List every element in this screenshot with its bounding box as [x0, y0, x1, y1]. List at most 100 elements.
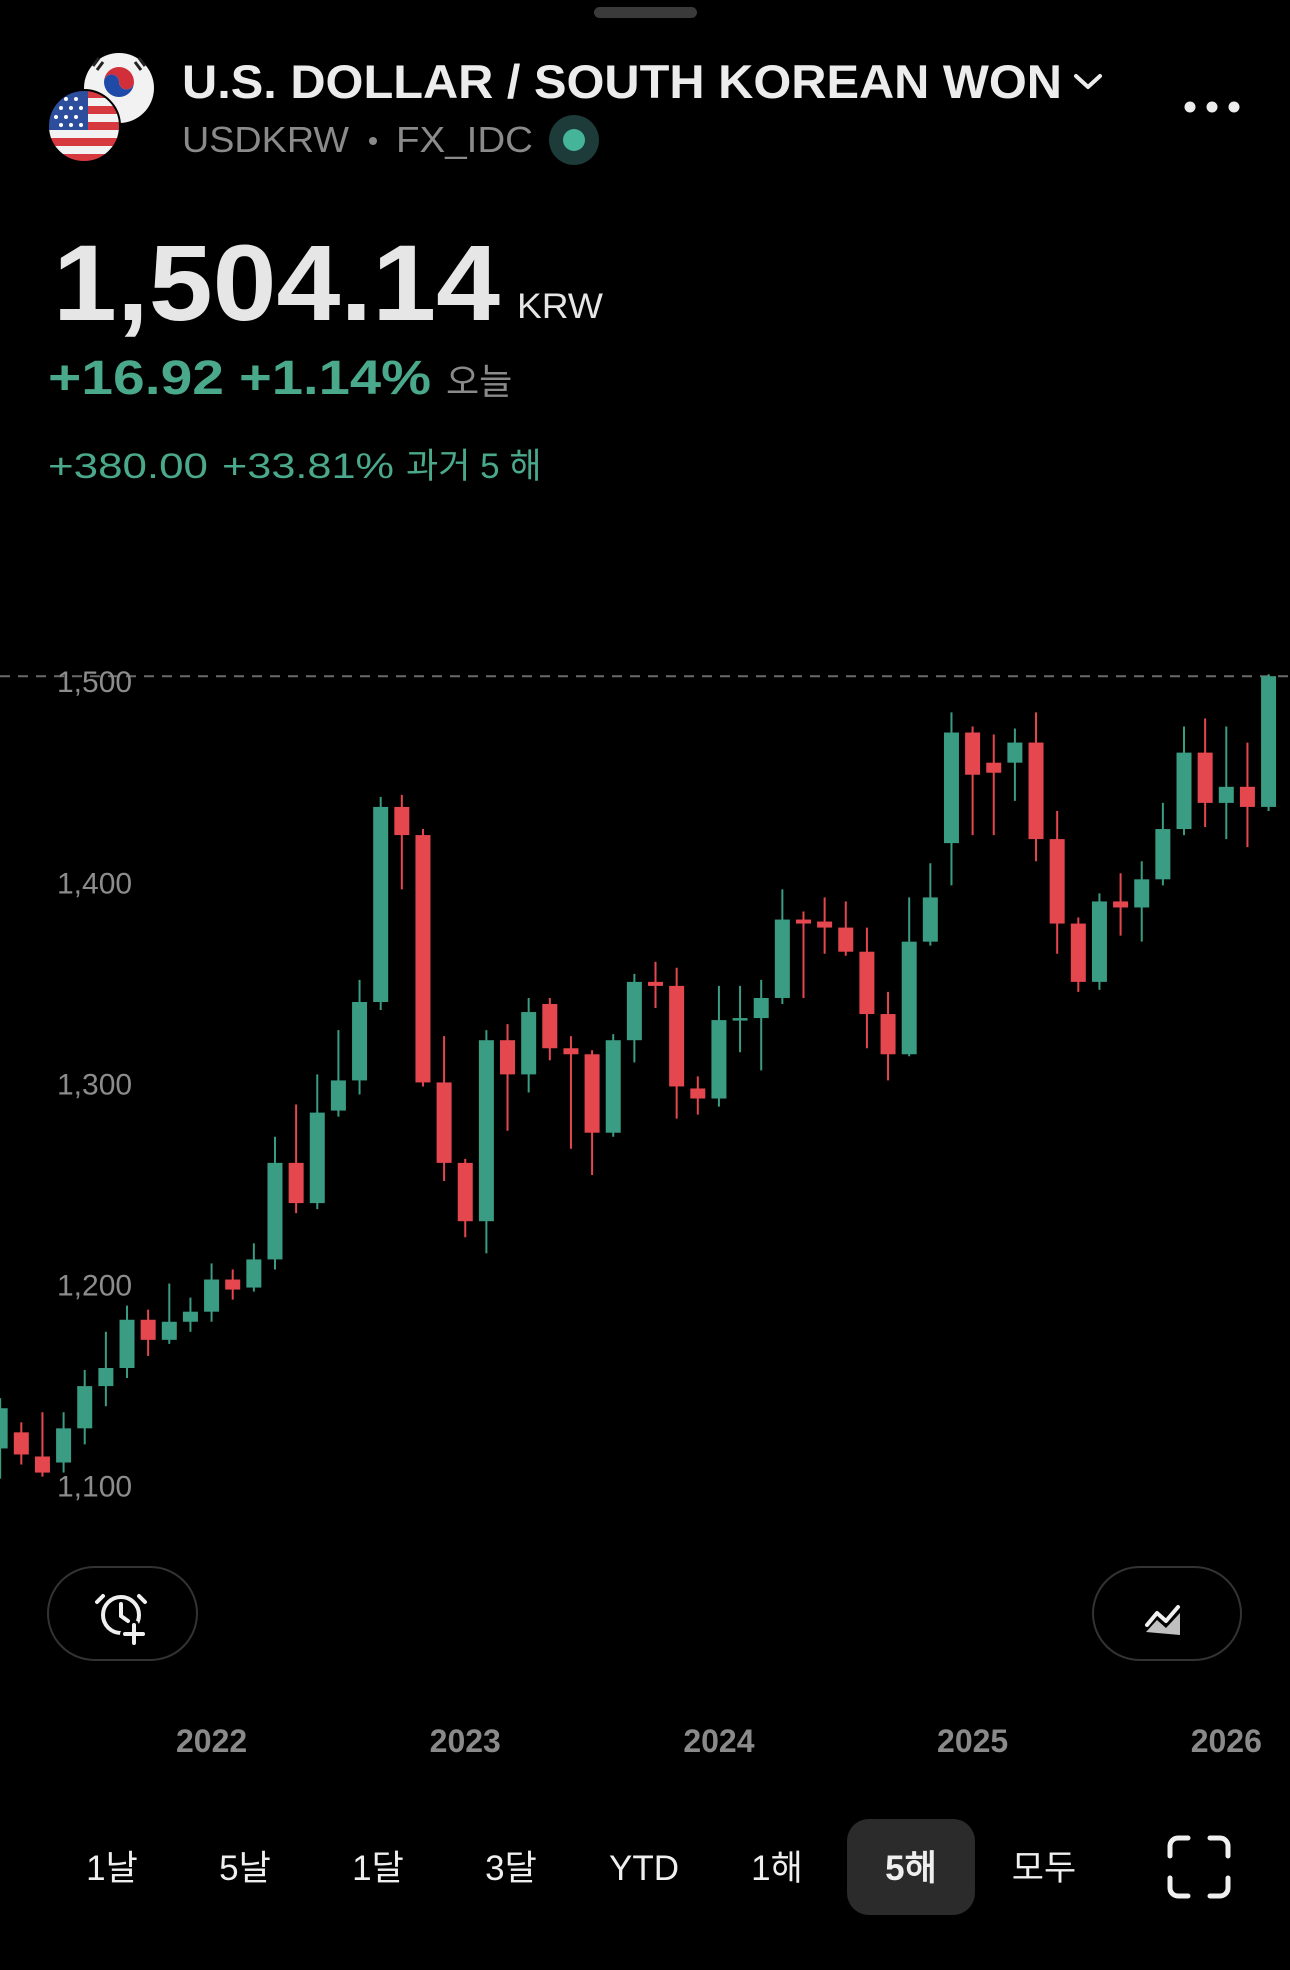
x-tick-label: 2022	[176, 1723, 247, 1759]
candle-body	[817, 921, 833, 928]
x-tick-label: 2025	[937, 1723, 1008, 1759]
candle-body	[1134, 879, 1150, 908]
candle-body	[1197, 752, 1213, 803]
candle-body	[563, 1048, 579, 1055]
candle-body	[246, 1259, 262, 1288]
candle-body	[98, 1368, 114, 1387]
candle-body	[795, 919, 811, 924]
ticker-symbol: USDKRW	[182, 119, 349, 160]
candle-body	[880, 1014, 896, 1055]
selected-tab-bg[interactable]	[847, 1819, 975, 1915]
candle-body	[225, 1279, 241, 1290]
candle-body	[732, 1018, 748, 1021]
period-change: +380.00	[48, 447, 208, 486]
y-tick-label: 1,400	[57, 867, 132, 900]
day-change: +16.92	[48, 352, 224, 405]
more-menu[interactable]	[1184, 101, 1240, 113]
candle-body	[500, 1040, 516, 1075]
candle-body	[711, 1020, 727, 1099]
candle-body	[1176, 752, 1192, 830]
day-change-pct: +1.14%	[239, 352, 431, 405]
last-price: 1,504.14	[53, 222, 500, 343]
x-tick-label: 2026	[1191, 1723, 1262, 1759]
candle-body	[0, 1408, 8, 1449]
candle-body	[774, 919, 790, 998]
range-tab[interactable]: 5날	[219, 1849, 271, 1888]
candle-body	[521, 1012, 537, 1075]
candle-body	[457, 1162, 473, 1222]
range-tab[interactable]: 모두	[1012, 1849, 1076, 1888]
candle-body	[648, 981, 664, 986]
candle-body	[415, 835, 431, 1083]
candle-body	[119, 1319, 135, 1369]
period-label: 과거 5 해	[406, 447, 542, 486]
exchange-name: FX_IDC	[396, 119, 533, 160]
candle-body	[1261, 676, 1277, 807]
y-tick-label: 1,100	[57, 1471, 132, 1504]
candle-body	[986, 762, 1002, 773]
candle-body	[1049, 839, 1065, 924]
candle-body	[34, 1456, 50, 1473]
candle-body	[56, 1428, 72, 1463]
candle-body	[330, 1080, 346, 1111]
candle-body	[77, 1386, 93, 1429]
add-alert-button[interactable]	[47, 1566, 198, 1661]
candle-body	[584, 1054, 600, 1133]
candle-body	[965, 732, 981, 775]
fullscreen-button[interactable]	[1167, 1835, 1231, 1899]
y-tick-label: 1,300	[57, 1068, 132, 1101]
range-tabs: 1날 5날 1달 3달 YTD 1해 5해 모두	[86, 1819, 1076, 1915]
candle-body	[1218, 786, 1234, 803]
candle-body	[267, 1162, 283, 1260]
candle-body	[309, 1112, 325, 1204]
candle-body	[288, 1162, 304, 1204]
day-label: 오늘	[446, 361, 512, 402]
candle-body	[373, 806, 389, 1002]
range-tab[interactable]: 1달	[352, 1849, 404, 1888]
period-change-pct: +33.81%	[222, 447, 394, 486]
y-tick-label: 1,200	[57, 1269, 132, 1302]
candle-body	[1113, 901, 1129, 908]
drag-handle[interactable]	[594, 7, 697, 18]
candle-body	[690, 1088, 706, 1099]
range-tab[interactable]: 1해	[751, 1849, 803, 1888]
chart-style-button[interactable]	[1092, 1566, 1242, 1661]
candle-body	[605, 1040, 621, 1133]
range-tab[interactable]: 5해	[885, 1849, 937, 1888]
candle-body	[859, 951, 875, 1015]
x-tick-label: 2024	[683, 1723, 754, 1759]
candle-body	[542, 1004, 558, 1049]
candle-body	[182, 1311, 198, 1322]
candle-body	[669, 985, 685, 1087]
candle-body	[204, 1279, 220, 1312]
symbol-title[interactable]: U.S. DOLLAR / SOUTH KOREAN WON	[182, 55, 1062, 108]
candle-body	[161, 1321, 177, 1340]
range-tab[interactable]: 3달	[485, 1849, 537, 1888]
candle-body	[1007, 742, 1023, 763]
market-status	[549, 115, 599, 165]
candle-body	[626, 981, 642, 1041]
candle-body	[478, 1040, 494, 1222]
separator-dot	[369, 137, 377, 145]
candle-body	[394, 806, 410, 836]
candle-body	[436, 1082, 452, 1163]
candle-body	[922, 897, 938, 942]
candlestick-chart[interactable]: 1,100 1,200 1,300 1,400 1,500 2022 2023 2024 202…	[0, 666, 1290, 1759]
candle-body	[1091, 901, 1107, 982]
candle-body	[753, 997, 769, 1019]
candle-body	[140, 1319, 156, 1340]
candle-body	[1239, 786, 1255, 807]
candle-body	[901, 941, 917, 1055]
range-tab[interactable]: 1날	[86, 1849, 138, 1888]
candle-body	[352, 1001, 368, 1081]
currency: KRW	[517, 287, 603, 326]
range-tab[interactable]: YTD	[609, 1849, 679, 1888]
candle-body	[1155, 829, 1171, 880]
candle-body	[943, 732, 959, 844]
title-chevron[interactable]	[1074, 74, 1102, 89]
candle-body	[1028, 742, 1044, 840]
candle-body	[838, 927, 854, 952]
x-tick-label: 2023	[430, 1723, 501, 1759]
